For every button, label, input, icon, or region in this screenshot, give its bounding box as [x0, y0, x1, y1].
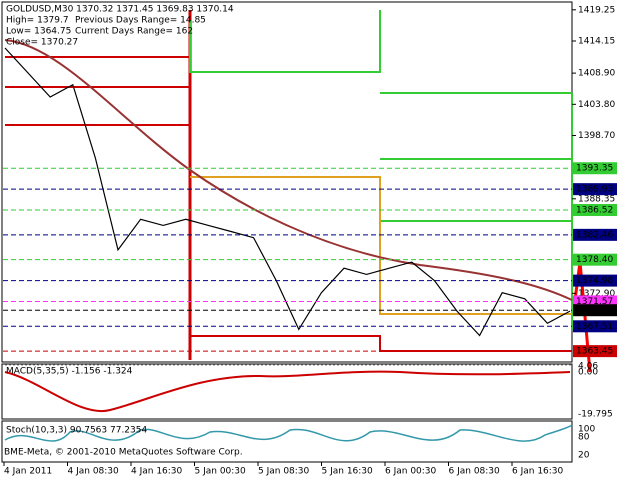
time-label: 6 Jan 00:30 [385, 467, 437, 477]
level-label: 1371.57 [576, 297, 613, 307]
stoch-main [4, 424, 573, 442]
footer: BME-Meta, © 2001-2010 MetaQuotes Softwar… [4, 448, 243, 458]
price-series [4, 47, 571, 337]
time-label: 5 Jan 08:30 [258, 467, 310, 477]
time-label: 4 Jan 16:30 [131, 467, 183, 477]
price-label: 1388.35 [578, 194, 615, 204]
macd-panel [1, 363, 573, 420]
level-box [573, 304, 617, 317]
prev-range: Previous Days Range= 14.85 [75, 16, 206, 26]
macd-tick: 0.00 [578, 368, 598, 378]
level-box [573, 183, 617, 196]
cur-range: Current Days Range= 162 [75, 27, 193, 37]
close-line [4, 47, 571, 337]
macd-signal [4, 370, 571, 413]
price-label: 1398.70 [578, 131, 615, 141]
level-label: 1363.45 [576, 347, 613, 357]
macd-label: MACD(5,35,5) -1.156 -1.324 [6, 367, 133, 377]
stoch-label: Stoch(10,3,3) 90.7563 77.2354 [6, 426, 147, 436]
level-label: 1378.40 [576, 255, 613, 265]
stoch-panel [1, 420, 573, 463]
level-box [573, 162, 617, 175]
low: Low= 1364.75 [6, 27, 71, 37]
level-label: 1367.51 [576, 322, 613, 332]
level-label: 1382.46 [576, 230, 613, 240]
price-label: 1414.15 [578, 37, 615, 47]
symbol-line: GOLDUSD,M30 1370.32 1371.45 1369.83 1370… [6, 5, 234, 15]
close: Close= 1370.27 [6, 38, 78, 48]
time-label: 6 Jan 16:30 [512, 467, 564, 477]
macd-tick: -19.795 [578, 410, 613, 420]
level-label: 1393.35 [576, 164, 613, 174]
price-label: 1419.25 [578, 5, 615, 15]
price-label: 1403.80 [578, 100, 615, 110]
level-box [573, 228, 617, 241]
level-box [573, 204, 617, 217]
stoch-tick: 20 [578, 451, 590, 461]
stoch-tick: 80 [578, 433, 590, 443]
level-label: 1370.14 [576, 306, 613, 316]
high: High= 1379.7 [6, 16, 69, 26]
level-box [573, 253, 617, 266]
time-label: 5 Jan 00:30 [195, 467, 247, 477]
price-label: 1408.90 [578, 69, 615, 79]
level-label: 1374.98 [576, 276, 613, 286]
level-label: 1386.52 [576, 206, 613, 216]
level-box [573, 320, 617, 333]
level-box [573, 274, 617, 287]
time-label: 4 Jan 08:30 [68, 467, 120, 477]
levels [4, 10, 592, 373]
stoch-tick: 100 [578, 425, 595, 435]
time-label: 4 Jan 2011 [4, 467, 52, 477]
time-label: 6 Jan 08:30 [449, 467, 501, 477]
level-label: 1389.93 [576, 185, 613, 195]
time-label: 5 Jan 16:30 [322, 467, 374, 477]
price-label: 1372.90 [578, 289, 615, 299]
macd-tick: 4.06 [578, 362, 598, 372]
level-box [573, 345, 617, 358]
